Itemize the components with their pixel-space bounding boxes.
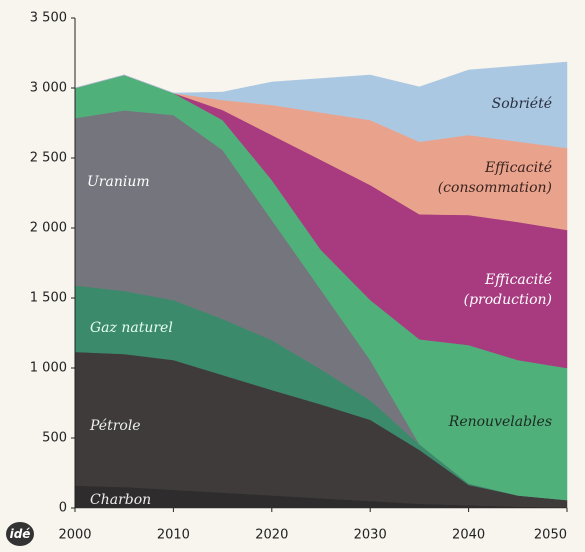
series-label: Efficacité (consommation): [437, 160, 552, 196]
y-tick-label: 1 500: [30, 291, 67, 306]
logo: idé: [6, 522, 34, 546]
area: [74, 61, 568, 149]
y-tick-label: 2 000: [30, 221, 67, 236]
x-tick-label: 2000: [58, 528, 91, 543]
y-tick-label: 3 500: [30, 11, 67, 26]
y-tick-label: 1 000: [30, 361, 67, 376]
series-label: Gaz naturel: [90, 320, 173, 336]
x-tick-label: 2010: [157, 528, 190, 543]
series-label: Efficacité (production): [463, 272, 552, 308]
series-label: Uranium: [87, 174, 150, 190]
series-label: Charbon: [90, 492, 152, 508]
y-tick-label: 3 000: [30, 81, 67, 96]
y-tick-label: 2 500: [30, 151, 67, 166]
x-tick-label: 2030: [354, 528, 387, 543]
y-tick-label: 0: [59, 501, 67, 516]
x-tick-label: 2050: [534, 528, 567, 543]
series-label: Renouvelables: [448, 414, 552, 430]
x-tick-label: 2020: [255, 528, 288, 543]
x-tick-label: 2040: [452, 528, 485, 543]
series-label: Pétrole: [90, 418, 141, 434]
y-tick-label: 500: [42, 431, 67, 446]
series-label: Sobriété: [491, 96, 552, 112]
